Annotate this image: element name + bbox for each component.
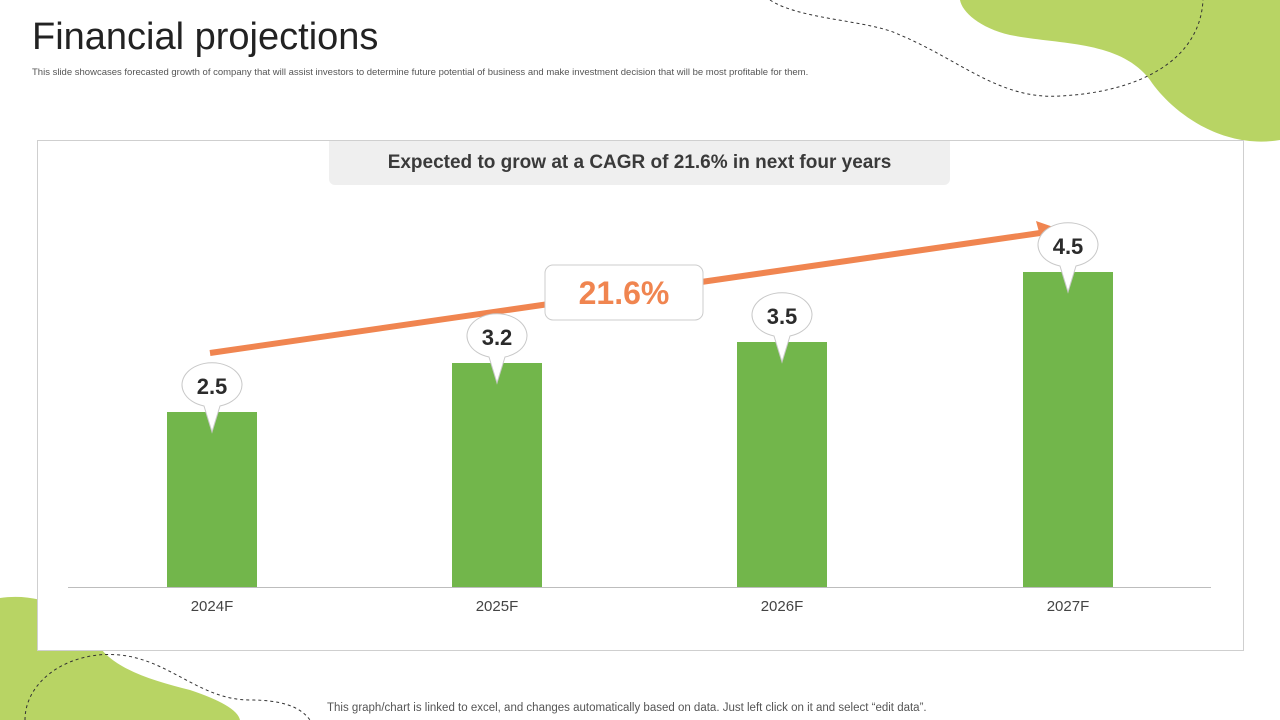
chart-title-banner: Expected to grow at a CAGR of 21.6% in n… xyxy=(329,141,950,185)
x-tick-label: 2027F xyxy=(1047,598,1090,615)
data-label-bubble xyxy=(751,292,813,364)
bar-2027F[interactable] xyxy=(1023,272,1113,587)
data-label-bubble xyxy=(466,313,528,385)
data-label: 4.5 xyxy=(1053,234,1084,259)
bar-2024F[interactable] xyxy=(167,412,257,587)
cagr-label: 21.6% xyxy=(579,275,670,311)
data-label: 3.5 xyxy=(767,304,798,329)
top-right-blob xyxy=(960,0,1280,142)
data-label-bubble xyxy=(1037,222,1099,294)
page-title: Financial projections xyxy=(32,16,379,58)
top-right-dashed-curve xyxy=(769,0,1204,97)
bar-2026F[interactable] xyxy=(737,342,827,587)
x-tick-label: 2026F xyxy=(761,598,804,615)
x-tick-label: 2025F xyxy=(476,598,519,615)
cagr-box xyxy=(544,264,704,321)
footer-note: This graph/chart is linked to excel, and… xyxy=(327,702,927,714)
data-label-bubble xyxy=(181,362,243,434)
data-label: 3.2 xyxy=(482,325,513,350)
data-label: 2.5 xyxy=(197,374,228,399)
x-tick-label: 2024F xyxy=(191,598,234,615)
bar-2025F[interactable] xyxy=(452,363,542,587)
page-subtitle: This slide showcases forecasted growth o… xyxy=(32,67,809,78)
bottom-left-dashed-curve xyxy=(24,653,311,720)
